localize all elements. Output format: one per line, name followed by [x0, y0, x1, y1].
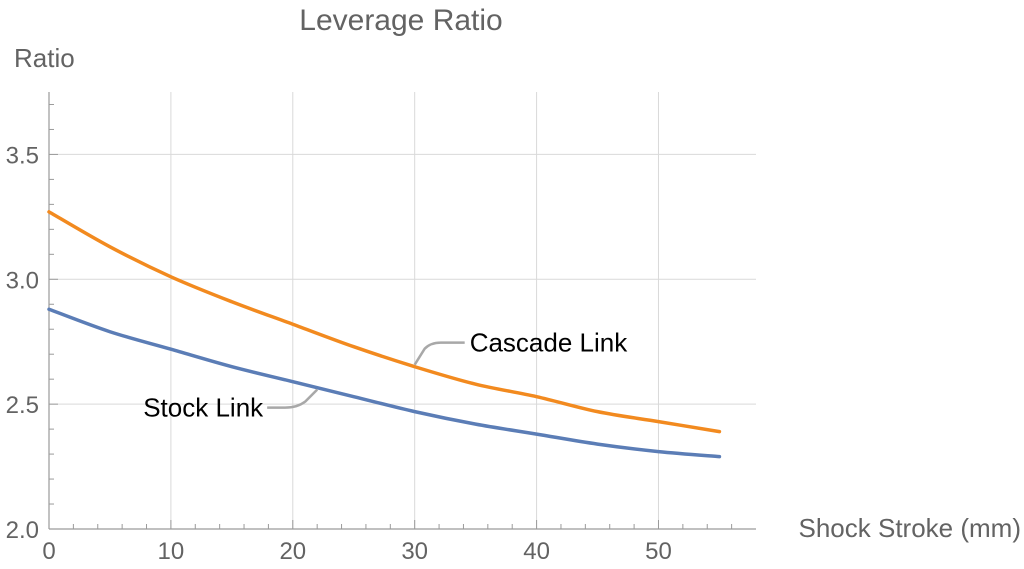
- y-tick-label: 3.5: [6, 142, 39, 169]
- series-layer: [47, 210, 722, 459]
- cascade-link-leader-line: [413, 341, 465, 366]
- x-tick-label: 20: [279, 538, 306, 565]
- stock-link-line: [47, 307, 722, 459]
- x-tick-label: 50: [645, 538, 672, 565]
- y-tick-label: 3.0: [6, 267, 39, 294]
- cascade-link-label: Cascade Link: [470, 328, 629, 358]
- y-tick-label: 2.5: [6, 392, 39, 419]
- x-tick-label: 30: [401, 538, 428, 565]
- y-tick-label: 2.0: [6, 517, 39, 544]
- y-axis-title: Ratio: [14, 43, 75, 73]
- stock-link-leader-line: [267, 388, 319, 409]
- x-tick-label: 40: [523, 538, 550, 565]
- chart-title: Leverage Ratio: [299, 4, 502, 37]
- cascade-link-line: [47, 210, 722, 434]
- tick-layer: 0 10 20 30 40 50 2.0 2.5 3.0 3.5: [6, 103, 733, 565]
- x-tick-label: 10: [158, 538, 185, 565]
- x-tick-label: 0: [42, 538, 55, 565]
- x-axis-title: Shock Stroke (mm): [799, 513, 1022, 543]
- annotation-layer: Cascade Link Stock Link: [143, 328, 628, 423]
- grid-layer: [49, 92, 756, 529]
- axis-layer: [48, 92, 756, 530]
- stock-link-label: Stock Link: [143, 393, 264, 423]
